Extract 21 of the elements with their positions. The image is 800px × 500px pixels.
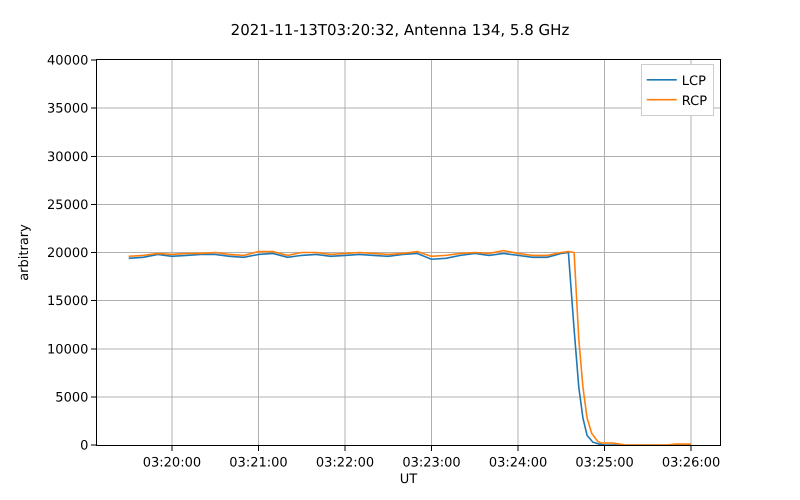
legend-label: RCP: [682, 94, 708, 109]
y-tick-label: 5000: [55, 390, 88, 406]
x-tick-label: 03:24:00: [488, 456, 548, 471]
x-tick-label: 03:23:00: [402, 456, 461, 471]
y-tick-label: 40000: [47, 54, 88, 69]
y-tick-label: 20000: [47, 246, 88, 262]
chart-title: 2021-11-13T03:20:32, Antenna 134, 5.8 GHz: [230, 21, 570, 39]
y-tick-label: 35000: [47, 102, 88, 117]
y-axis-title: arbitrary: [16, 224, 32, 281]
x-tick-label: 03:26:00: [662, 456, 720, 471]
y-tick-label: 25000: [47, 198, 88, 213]
y-tick-label: 0: [80, 438, 88, 454]
x-tick-label: 03:21:00: [229, 456, 288, 471]
x-axis-title: UT: [400, 472, 418, 488]
y-tick-label: 30000: [47, 150, 88, 165]
y-tick-label: 10000: [47, 342, 88, 358]
legend-label: LCP: [682, 74, 706, 89]
x-tick-label: 03:20:00: [142, 456, 202, 471]
y-tick-label: 15000: [47, 294, 88, 310]
x-tick-label: 03:22:00: [316, 456, 374, 471]
x-tick-label: 03:25:00: [575, 456, 634, 471]
